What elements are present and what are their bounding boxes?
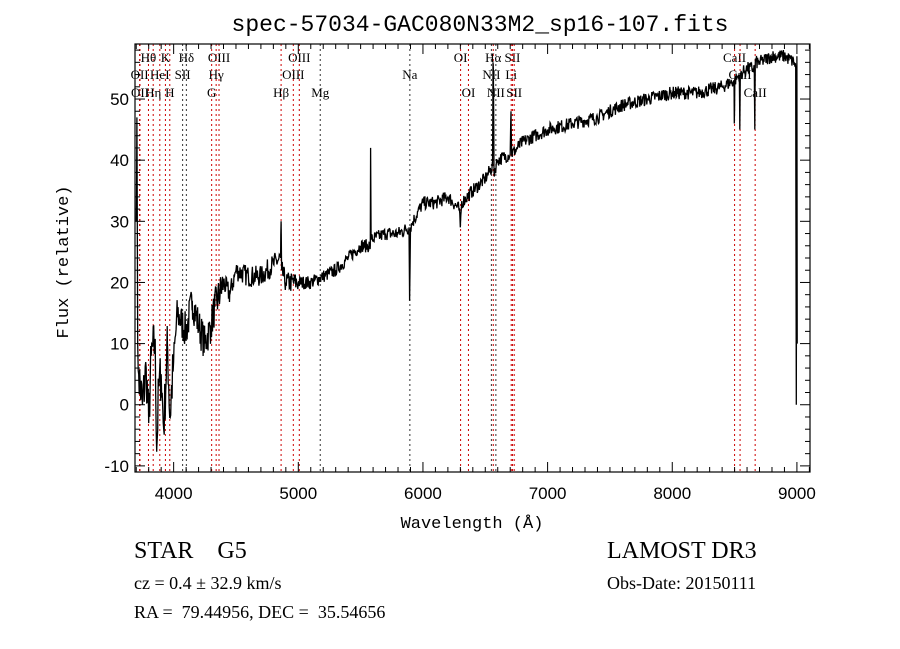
line-label: OI: [454, 50, 468, 65]
x-tick-label: 4000: [155, 484, 193, 503]
y-tick-label: 10: [110, 335, 129, 354]
line-label: Li: [505, 67, 517, 82]
line-label: G: [207, 85, 216, 100]
x-tick-label: 5000: [279, 484, 317, 503]
line-label: Hδ: [179, 50, 195, 65]
x-axis-label: Wavelength (Å): [401, 515, 544, 534]
redshift-text: cz = 0.4 ± 32.9 km/s: [134, 573, 282, 593]
line-label: OIII: [208, 50, 230, 65]
y-tick-label: 50: [110, 90, 129, 109]
line-label: Hα: [485, 50, 501, 65]
line-label: HeI: [150, 67, 170, 82]
line-label: NII: [487, 85, 505, 100]
line-label: K: [161, 50, 171, 65]
y-axis-label: Flux (relative): [55, 185, 74, 338]
x-tick-label: 9000: [778, 484, 816, 503]
x-tick-label: 7000: [529, 484, 567, 503]
line-label: OIII: [282, 67, 304, 82]
coordinates-text: RA = 79.44956, DEC = 35.54656: [134, 602, 386, 622]
spectrum-line: [135, 49, 798, 452]
line-label: Na: [402, 67, 417, 82]
line-label: Hβ: [273, 85, 289, 100]
line-label: SII: [175, 67, 191, 82]
y-tick-label: 20: [110, 273, 129, 292]
obs-date: Obs-Date: 20150111: [607, 573, 757, 593]
line-label: OIII: [288, 50, 310, 65]
x-tick-label: 8000: [653, 484, 691, 503]
line-label: Mg: [311, 85, 330, 100]
survey-label: LAMOST DR3: [607, 538, 757, 564]
y-tick-label: 40: [110, 151, 129, 170]
line-label: SII: [506, 85, 522, 100]
y-tick-label: -10: [104, 457, 129, 476]
line-label: Hγ: [209, 67, 224, 82]
line-label: Hθ: [141, 50, 157, 65]
x-tick-label: 6000: [404, 484, 442, 503]
plot-frame: [134, 43, 811, 473]
object-class: STAR G5: [134, 538, 247, 564]
line-label: NII: [482, 67, 500, 82]
line-label: OI: [462, 85, 476, 100]
line-label: Hη: [145, 85, 161, 100]
y-tick-label: 30: [110, 212, 129, 231]
line-label: SII: [505, 50, 521, 65]
y-tick-label: 0: [120, 396, 129, 415]
line-label: CaII: [723, 50, 746, 65]
line-label: H: [165, 85, 174, 100]
chart-title: spec-57034-GAC080N33M2_sp16-107.fits: [232, 12, 729, 38]
